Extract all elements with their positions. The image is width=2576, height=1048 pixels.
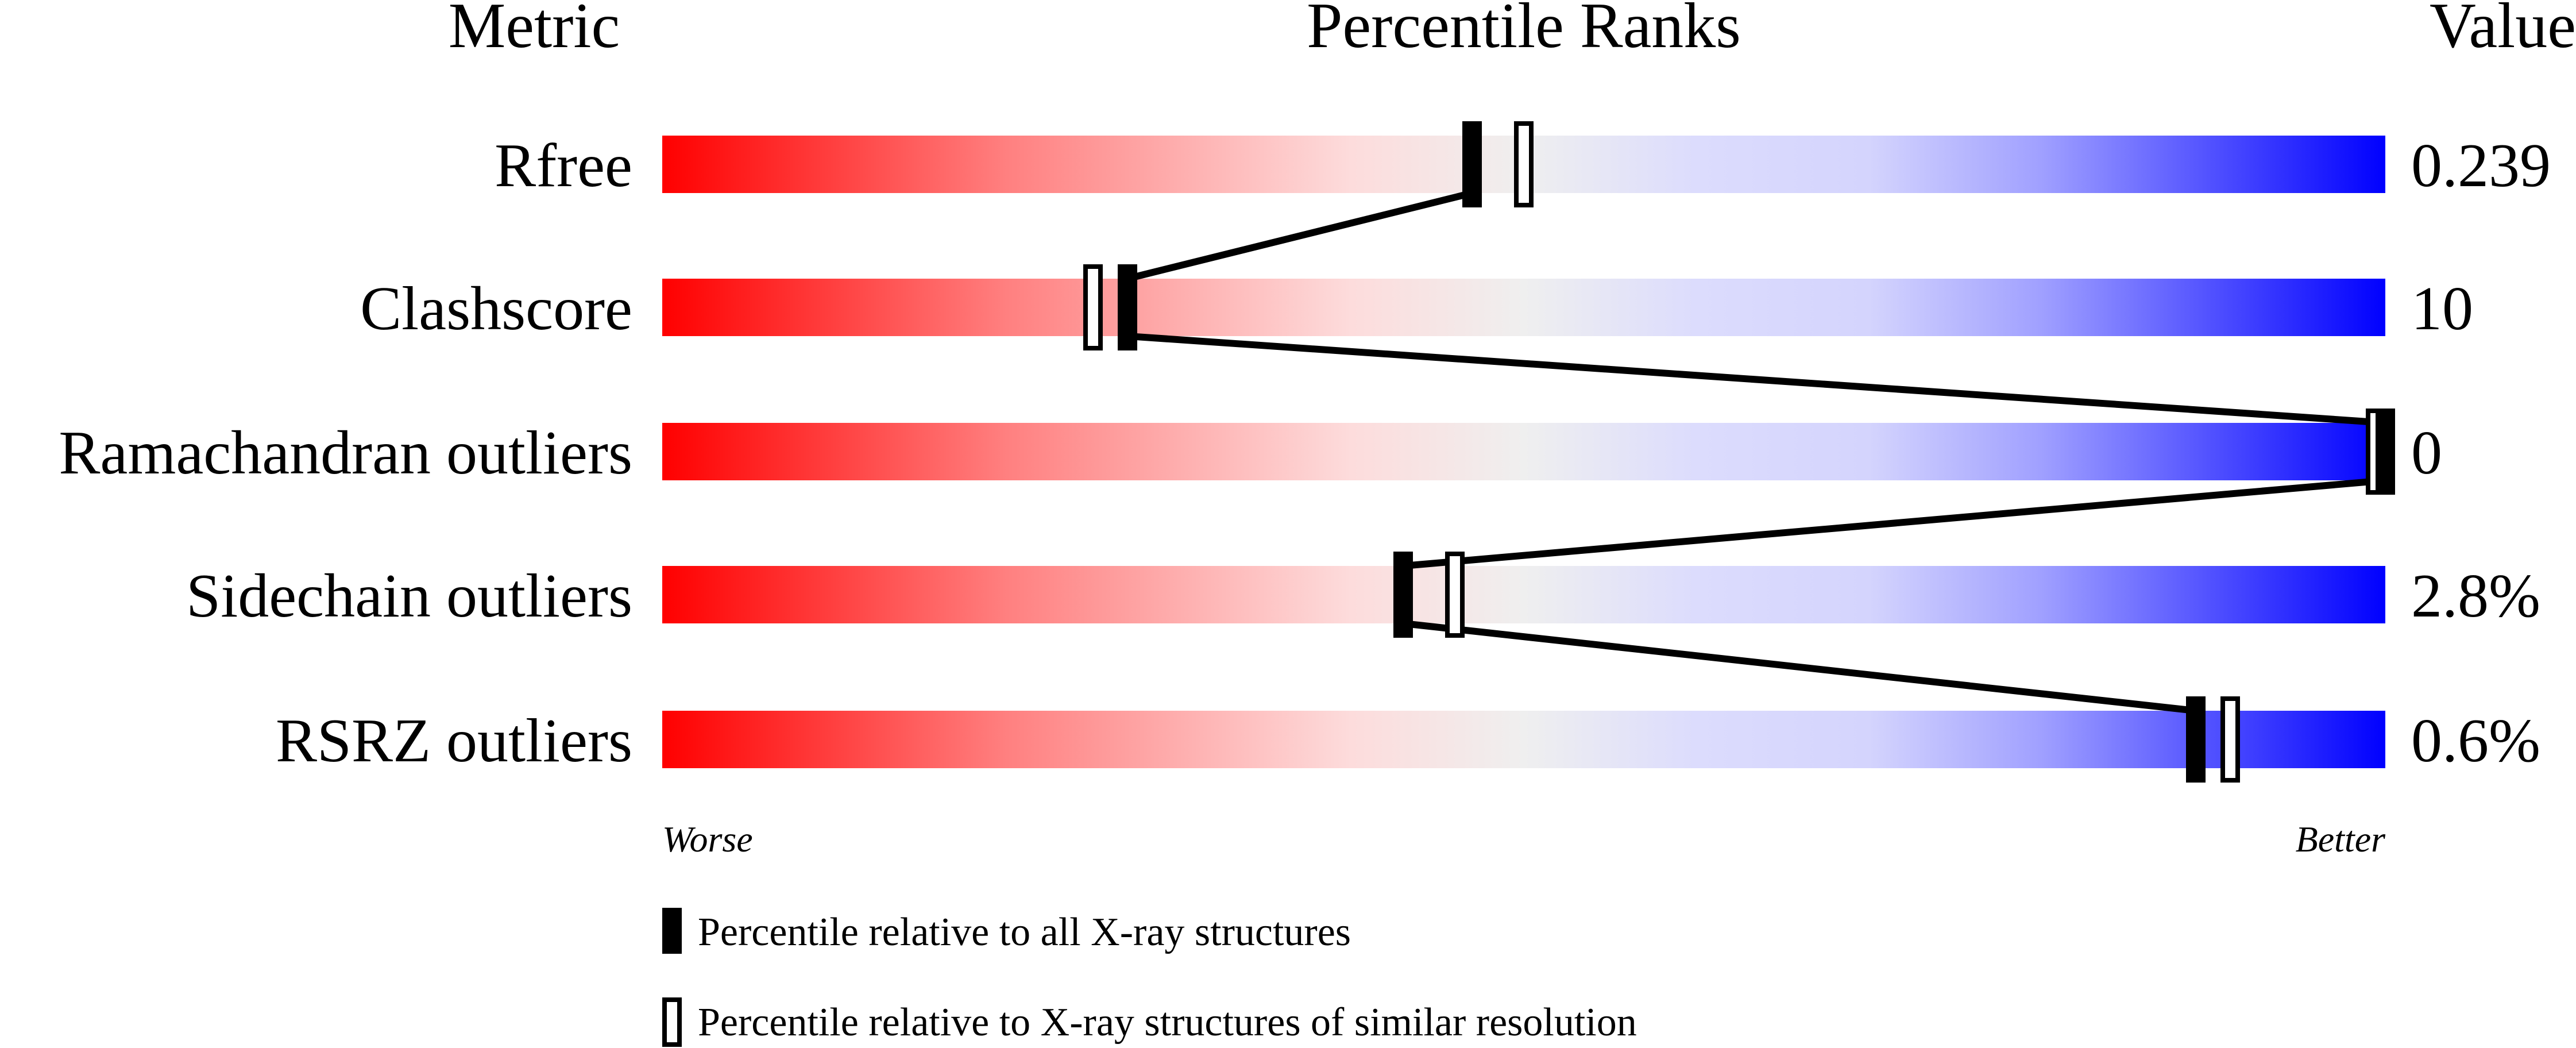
header-value: Value (2430, 0, 2576, 61)
metric-label: RSRZ outliers (276, 707, 632, 775)
legend-label-all: Percentile relative to all X-ray structu… (698, 910, 1351, 954)
marker-all-structures (1393, 552, 1413, 638)
connector-line (1403, 477, 2386, 569)
percentile-bar (662, 423, 2385, 480)
marker-all-structures (2186, 696, 2206, 783)
percentile-bar (662, 279, 2385, 336)
marker-similar-resolution (1083, 264, 1103, 350)
better-label: Better (2296, 819, 2386, 860)
marker-similar-resolution (1514, 121, 1534, 207)
connector-line (1126, 190, 1473, 282)
marker-similar-resolution (1445, 552, 1465, 638)
metric-value: 10 (2411, 275, 2473, 343)
metric-value: 0.6% (2411, 707, 2540, 775)
legend-open-marker (662, 997, 682, 1047)
header-percentile-ranks: Percentile Ranks (1307, 0, 1741, 61)
legend-label-similar: Percentile relative to X-ray structures … (698, 1000, 1637, 1045)
percentile-bar (662, 566, 2385, 623)
metric-value: 2.8% (2411, 562, 2540, 630)
metric-label: Ramachandran outliers (59, 419, 632, 487)
metric-value: 0 (2411, 419, 2442, 487)
worse-label: Worse (662, 819, 753, 860)
legend-filled-marker (662, 908, 682, 954)
percentile-bar (662, 711, 2385, 768)
connector-line (1127, 333, 2386, 426)
connector-line (1403, 620, 2196, 714)
marker-all-structures (2376, 409, 2395, 495)
marker-all-structures (1118, 264, 1137, 350)
metric-value: 0.239 (2411, 132, 2551, 200)
metric-label: Clashscore (360, 275, 632, 343)
metric-label: Rfree (495, 132, 632, 200)
header-metric: Metric (449, 0, 620, 61)
marker-similar-resolution (2220, 696, 2240, 783)
metric-label: Sidechain outliers (186, 562, 632, 630)
marker-all-structures (1462, 121, 1482, 207)
